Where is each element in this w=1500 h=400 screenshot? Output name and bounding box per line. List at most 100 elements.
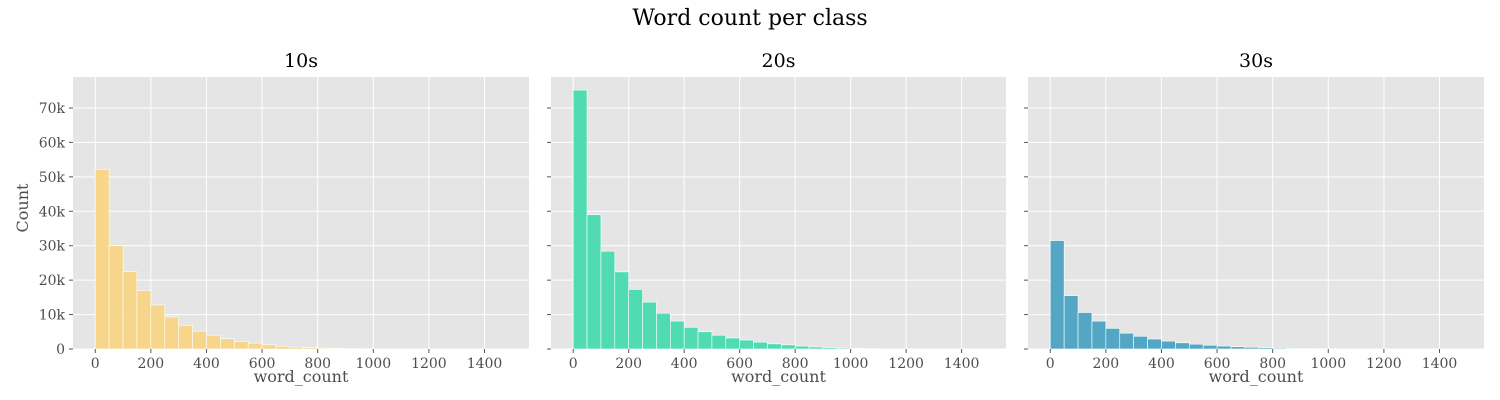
x-tick-label: 1000: [355, 356, 391, 372]
histogram-bar: [178, 324, 193, 350]
panels: 0 200 400 600 800 1000 1200 1400 0 10k 20k 30k 40k 50…: [39, 50, 1484, 386]
histogram-bar: [1133, 335, 1148, 350]
histogram-bar: [206, 334, 221, 350]
histogram-bar: [669, 320, 685, 350]
histogram-bar: [794, 345, 810, 350]
histogram-bar: [1049, 240, 1065, 350]
histogram-bar: [108, 245, 124, 350]
histogram-bar: [822, 347, 838, 350]
x-tick-label: 800: [1259, 356, 1286, 372]
histogram-bar: [164, 316, 179, 350]
histogram-bar: [261, 344, 277, 350]
histogram-bar: [1244, 346, 1260, 350]
histogram-bar: [1091, 320, 1107, 350]
histogram-bar: [614, 271, 629, 350]
histogram-bar: [1230, 346, 1246, 350]
histogram-bar: [303, 347, 318, 350]
x-tick-label: 1000: [1310, 356, 1346, 372]
histogram-bar: [1175, 342, 1190, 350]
panel-title: 20s: [762, 50, 796, 72]
x-tick-label: 0: [91, 356, 100, 372]
y-tick-label: 60k: [39, 135, 66, 151]
histogram-bar: [697, 331, 713, 350]
histogram-bar: [275, 345, 291, 350]
y-tick-label: 0: [56, 342, 65, 358]
histogram-bar: [711, 334, 727, 350]
y-axis-label: Count: [13, 183, 32, 232]
histogram-bar: [331, 348, 346, 350]
x-tick-label: 1400: [1422, 356, 1458, 372]
x-tick-label: 600: [249, 356, 276, 372]
x-tick-label: 200: [615, 356, 642, 372]
histogram-bar: [642, 301, 657, 350]
x-tick-label: 800: [782, 356, 809, 372]
histogram-bar: [1119, 332, 1134, 350]
x-tick-label: 600: [1204, 356, 1231, 372]
x-tick-label: 600: [726, 356, 753, 372]
y-tick-label: 20k: [39, 273, 66, 289]
x-axis-label: word_count: [731, 367, 826, 386]
x-tick-label: 0: [569, 356, 578, 372]
histogram-bar: [739, 339, 754, 350]
histogram-bar: [1063, 295, 1079, 350]
histogram-bar: [136, 290, 152, 350]
histogram-bar: [586, 214, 602, 350]
histogram-bar: [725, 337, 740, 350]
x-tick-label: 0: [1046, 356, 1055, 372]
histogram-bar: [753, 341, 768, 350]
x-tick-label: 1400: [944, 356, 980, 372]
histogram-bar: [233, 341, 249, 350]
histogram-bar: [656, 312, 671, 350]
histogram-bar: [850, 348, 865, 350]
histogram-bar: [683, 327, 699, 350]
panel-2: 0 200 400 600 800 1000 1200 1400 20s word_count: [547, 50, 1006, 386]
histogram-bar: [780, 344, 796, 350]
histogram-bar: [1077, 312, 1093, 350]
histogram-bar: [1105, 328, 1121, 350]
histogram-bar: [247, 342, 263, 350]
histogram-bar: [1258, 347, 1273, 350]
y-tick-label: 70k: [39, 101, 66, 117]
histogram-bar: [767, 343, 782, 350]
histogram-bar: [1147, 338, 1162, 350]
x-tick-label: 400: [671, 356, 698, 372]
x-tick-label: 200: [137, 356, 164, 372]
x-tick-label: 1200: [1366, 356, 1402, 372]
y-tick-label: 50k: [39, 170, 66, 186]
x-tick-label: 200: [1092, 356, 1119, 372]
y-tick-label: 40k: [39, 204, 66, 220]
histogram-bar: [1286, 348, 1301, 350]
histogram-bar: [220, 338, 235, 350]
histogram-bar: [1216, 345, 1232, 350]
histogram-bar: [94, 168, 110, 350]
x-tick-label: 400: [193, 356, 220, 372]
histogram-bar: [122, 271, 138, 350]
histogram-bar: [317, 347, 332, 350]
histogram-bar: [600, 250, 616, 350]
histogram-bar: [572, 89, 588, 350]
x-tick-label: 1200: [411, 356, 447, 372]
histogram-bar: [1272, 347, 1287, 350]
x-tick-label: 400: [1148, 356, 1175, 372]
histogram-bar: [192, 330, 207, 350]
plot-background: [1028, 77, 1484, 349]
histogram-bar: [1202, 344, 1218, 350]
panel-title: 30s: [1239, 50, 1273, 72]
x-tick-label: 800: [304, 356, 331, 372]
panel-title: 10s: [284, 50, 318, 72]
y-tick-label: 30k: [39, 239, 66, 255]
y-tick-label: 10k: [39, 308, 66, 324]
histogram-bar: [836, 347, 851, 350]
histogram-bar: [150, 304, 166, 350]
panel-1: 0 200 400 600 800 1000 1200 1400 0 10k 20k 30k 40k 50…: [39, 50, 529, 386]
histogram-bar: [1188, 343, 1204, 350]
x-tick-label: 1200: [888, 356, 924, 372]
x-axis-label: word_count: [254, 367, 349, 386]
panel-3: 0 200 400 600 800 1000 1200 1400 30s word_count: [1024, 50, 1484, 386]
x-tick-label: 1000: [833, 356, 869, 372]
x-axis-label: word_count: [1209, 367, 1304, 386]
histogram-bar: [1161, 340, 1176, 350]
histogram-bar: [808, 346, 824, 350]
histogram-bar: [289, 346, 305, 350]
